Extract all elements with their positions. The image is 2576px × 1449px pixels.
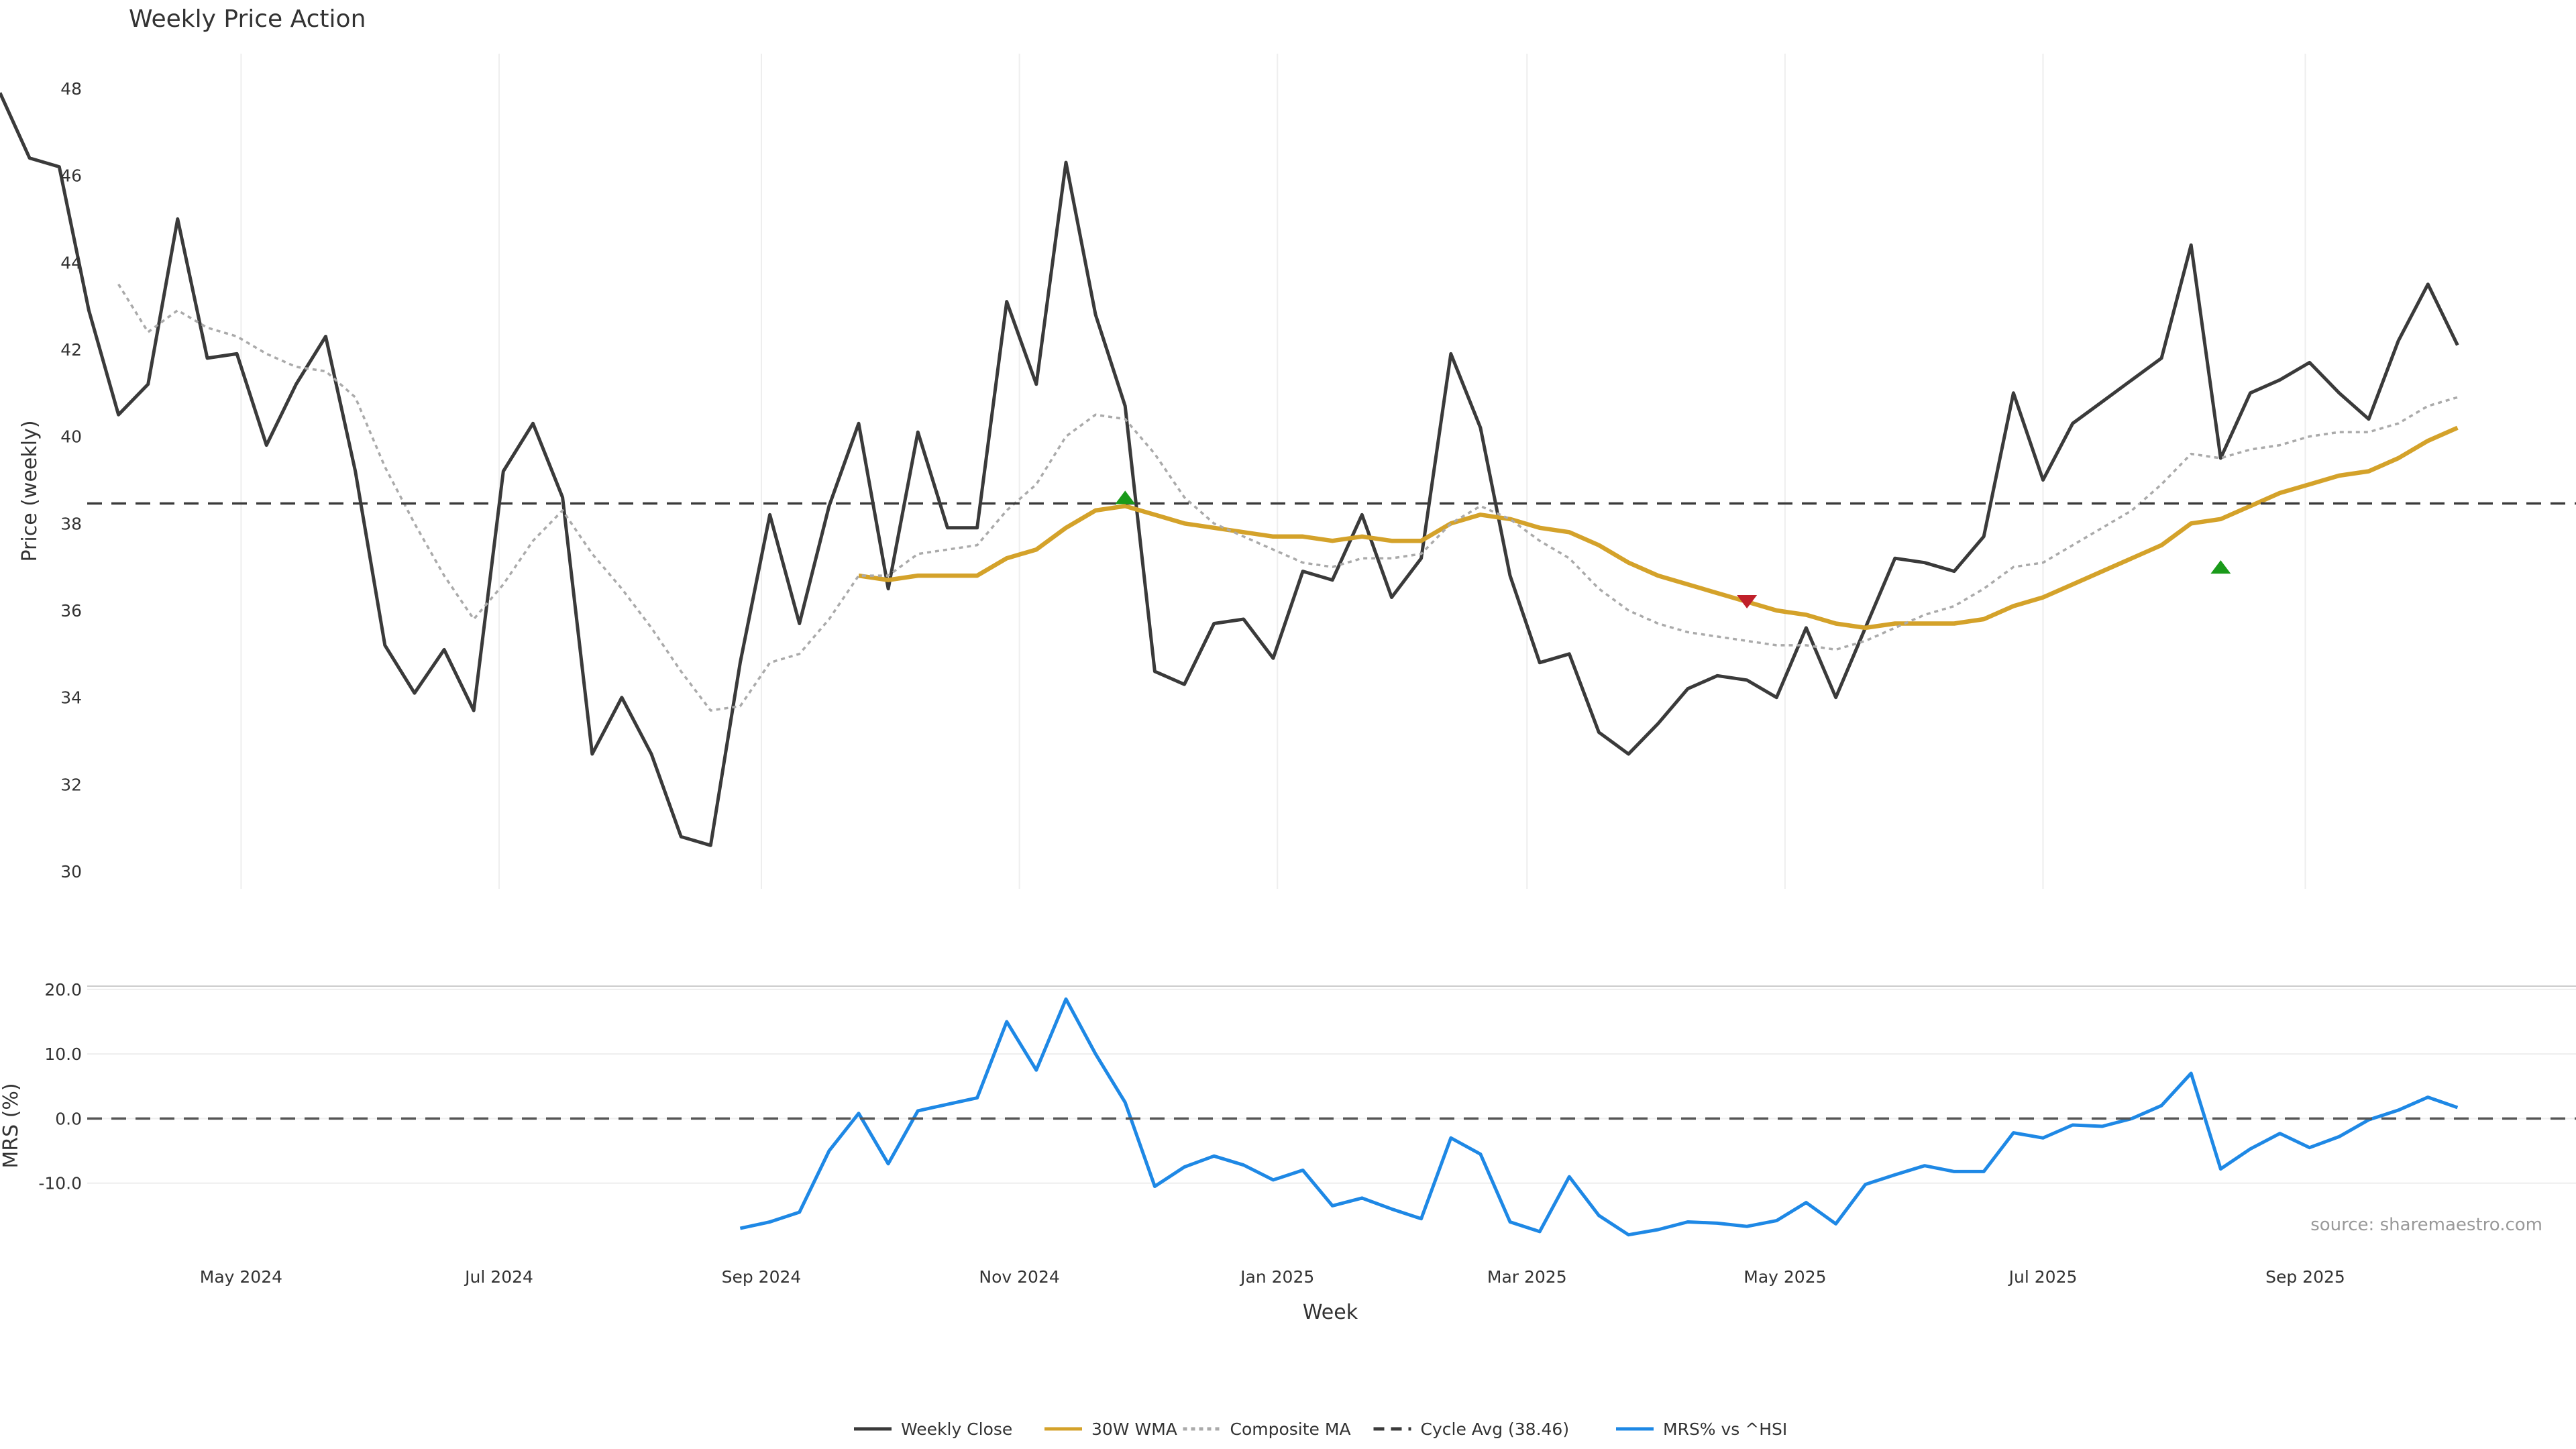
x-axis-label: Week <box>1303 1301 1358 1324</box>
price-y-tick-label: 36 <box>60 601 82 621</box>
x-tick-label: Mar 2025 <box>1487 1267 1567 1287</box>
legend-label-cycle-avg-38-46: Cycle Avg (38.46) <box>1421 1419 1570 1439</box>
x-tick-label: Nov 2024 <box>979 1267 1059 1287</box>
legend-label-weekly-close: Weekly Close <box>901 1419 1012 1439</box>
legend-label-30w-wma: 30W WMA <box>1091 1419 1177 1439</box>
x-tick-label: Jul 2024 <box>464 1267 533 1287</box>
price-y-tick-label: 30 <box>60 862 82 881</box>
chart-title: Weekly Price Action <box>129 5 366 33</box>
mrs-grid <box>87 988 2576 1184</box>
price-y-tick-label: 38 <box>60 514 82 533</box>
mrs-mrs-vs-hsi-line <box>739 997 2459 1237</box>
price-y-tick-label: 34 <box>60 688 82 708</box>
signal-marker-down <box>1737 595 1758 609</box>
price-grid <box>240 54 2306 889</box>
x-tick-label: Jul 2025 <box>2008 1267 2078 1287</box>
mrs-y-ticks: -10.0 0.0 10.0 20.0 <box>38 980 82 1193</box>
price-weekly-close-line <box>0 92 2459 847</box>
price-30w-wma-line <box>858 425 2459 631</box>
price-y-tick-label: 40 <box>60 427 82 447</box>
price-panel: 30 32 34 36 38 40 42 44 46 48 Price (weekly) <box>0 54 2576 889</box>
legend-label-composite-ma: Composite MA <box>1230 1419 1351 1439</box>
price-composite-ma-line <box>117 283 2458 712</box>
x-axis-ticks: May 2024 Jul 2024 Sep 2024 Nov 2024 Jan 2025… <box>200 1267 2345 1287</box>
mrs-y-tick-label: -10.0 <box>38 1174 82 1193</box>
signal-marker-up <box>2210 560 2231 574</box>
price-y-tick-label: 44 <box>60 253 82 272</box>
x-tick-label: Sep 2024 <box>722 1267 802 1287</box>
price-y-tick-label: 48 <box>60 79 82 99</box>
price-y-ticks: 30 32 34 36 38 40 42 44 46 48 <box>60 79 82 881</box>
x-tick-label: May 2025 <box>1743 1267 1826 1287</box>
signal-marker-up <box>1115 490 1136 504</box>
x-tick-label: Sep 2025 <box>2265 1267 2345 1287</box>
price-y-tick-label: 46 <box>60 166 82 186</box>
mrs-y-tick-label: 0.0 <box>55 1109 82 1128</box>
price-y-tick-label: 32 <box>60 775 82 794</box>
legend-label-mrs-vs-hsi: MRS% vs ^HSI <box>1663 1419 1787 1439</box>
price-series-group <box>0 92 2576 847</box>
mrs-y-tick-label: 20.0 <box>44 980 82 1000</box>
x-tick-label: May 2024 <box>200 1267 282 1287</box>
legend: Weekly Close 30W WMA Composite MA Cycle Avg… <box>854 1419 1787 1439</box>
mrs-series-group <box>87 997 2576 1237</box>
price-y-axis-label: Price (weekly) <box>18 420 42 561</box>
mrs-panel: -10.0 0.0 10.0 20.0 MRS (%) source: sharema… <box>0 980 2576 1237</box>
source-note: source: sharemaestro.com <box>2310 1215 2542 1235</box>
x-tick-label: Jan 2025 <box>1239 1267 1314 1287</box>
price-y-tick-label: 42 <box>60 340 82 360</box>
mrs-y-tick-label: 10.0 <box>44 1044 82 1064</box>
mrs-y-axis-label: MRS (%) <box>0 1083 23 1168</box>
